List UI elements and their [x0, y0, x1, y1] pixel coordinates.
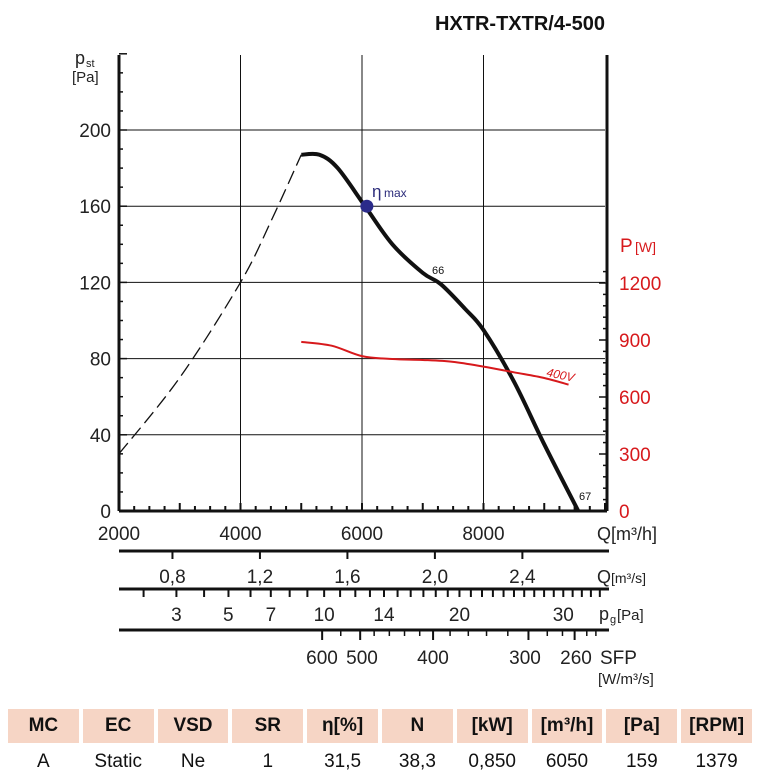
table-value-cell: 1: [262, 751, 274, 772]
eta-max-sub: max: [384, 186, 407, 200]
table-value-cell: 31,5: [324, 751, 362, 772]
table-header-cell: [RPM]: [681, 709, 752, 743]
pg-tick-label: 5: [223, 605, 234, 626]
y-left-tick-label: 40: [90, 426, 111, 447]
table-header-cell: SR: [232, 709, 304, 743]
x-tick-label: 8000: [462, 524, 504, 545]
table-header-cell: EC: [82, 709, 154, 743]
y-left-label-sub: st: [86, 58, 95, 70]
curve-point-label: 66: [432, 265, 444, 277]
table-value-cell: 6050: [545, 751, 589, 772]
pg-tick-label: 20: [449, 605, 470, 626]
y-right-tick-label: 1200: [619, 274, 661, 295]
y-left-label: p: [75, 48, 85, 68]
table-value-cell: Static: [94, 751, 142, 772]
sfp-tick-label: 400: [417, 648, 449, 669]
table-value-cell: A: [37, 751, 50, 772]
table-header-cell: VSD: [157, 709, 229, 743]
qs-axis-label: Q: [597, 567, 611, 587]
sfp-tick-label: 300: [509, 648, 541, 669]
sfp-tick-label: 600: [306, 648, 338, 669]
y-right-unit: [W]: [635, 239, 656, 255]
pg-axis-unit: [Pa]: [617, 607, 644, 624]
x-tick-label: 4000: [219, 524, 261, 545]
sfp-tick-label: 500: [346, 648, 378, 669]
table-value-cell: 159: [625, 751, 658, 772]
eta-max-point: [360, 199, 374, 213]
y-right-tick-label: 900: [619, 331, 651, 352]
pg-tick-label: 7: [266, 605, 277, 626]
qs-tick-label: 1,6: [334, 567, 360, 588]
x-axis-label: Q[m³/h]: [597, 524, 657, 544]
y-left-tick-label: 200: [79, 121, 111, 142]
series-400V: [301, 340, 569, 386]
y-right-tick-label: 600: [619, 388, 651, 409]
qs-tick-label: 2,4: [509, 567, 536, 588]
y-right-label: P: [620, 236, 633, 257]
sfp-axis-unit: [W/m³/s]: [598, 671, 654, 688]
table-value-cell: Ne: [180, 751, 206, 772]
pg-tick-label: 10: [314, 605, 335, 626]
table-header-cell: [kW]: [456, 709, 528, 743]
eta-max-label: η: [372, 182, 381, 201]
y-right-tick-label: 0: [619, 502, 630, 523]
table-value-cell: 0,850: [468, 751, 516, 772]
curve-point-label: 67: [579, 491, 591, 503]
table-header-cell: [Pa]: [606, 709, 678, 743]
pg-axis-label: p: [599, 604, 609, 624]
table-value-cell: 38,3: [398, 751, 436, 772]
x-tick-label: 2000: [98, 524, 140, 545]
pg-tick-label: 30: [553, 605, 574, 626]
table-header-cell: MC: [8, 709, 79, 743]
table-header-cell: [m³/h]: [531, 709, 603, 743]
y-left-unit: [Pa]: [72, 69, 99, 86]
sfp-axis-label: SFP: [600, 648, 637, 669]
sfp-tick-label: 260: [560, 648, 592, 669]
y-right-tick-label: 300: [619, 445, 651, 466]
chart-title: HXTR-TXTR/4-500: [435, 13, 605, 35]
qs-tick-label: 2,0: [422, 567, 448, 588]
table-header-cell: η[%]: [307, 709, 378, 743]
fan-data-table: MC EC VSD SR η[%] N [kW] [m³/h] [Pa] [RPM] A Static…: [8, 709, 752, 777]
y-left-tick-label: 0: [100, 502, 111, 523]
y-left-tick-label: 80: [90, 350, 111, 371]
table-header-cell: N: [382, 709, 453, 743]
series-fan-curve: [301, 151, 581, 512]
y-left-tick-label: 160: [79, 197, 111, 218]
y-left-tick-label: 120: [79, 273, 111, 294]
pg-tick-label: 14: [373, 605, 395, 626]
table-value-cell: 1379: [695, 751, 738, 772]
series-label-400V: 400V: [545, 365, 576, 385]
x-tick-label: 6000: [341, 524, 383, 545]
pg-axis-sub: g: [610, 614, 616, 626]
qs-tick-label: 0,8: [159, 567, 185, 588]
pg-tick-label: 3: [171, 605, 182, 626]
qs-axis-unit: [m³/s]: [611, 570, 646, 586]
series-unstable-region: [118, 154, 302, 455]
qs-tick-label: 1,2: [247, 567, 273, 588]
